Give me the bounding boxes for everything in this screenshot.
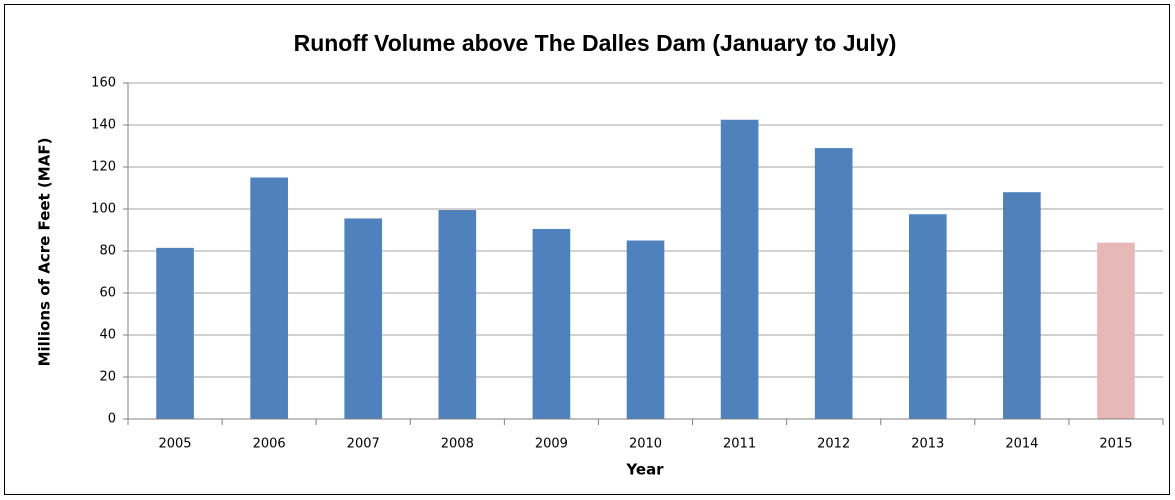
bar bbox=[250, 177, 288, 419]
y-tick-label: 160 bbox=[91, 76, 116, 91]
bar bbox=[720, 119, 759, 419]
x-tick-label: 2006 bbox=[253, 437, 286, 452]
y-axis-label: Millions of Acre Feet (MAF) bbox=[36, 138, 54, 367]
bar bbox=[814, 148, 853, 419]
x-tick-label: 2015 bbox=[1099, 437, 1132, 452]
y-tick-label: 80 bbox=[99, 244, 116, 259]
x-axis-label: Year bbox=[625, 461, 664, 479]
x-tick-label: 2012 bbox=[817, 437, 850, 452]
y-tick-label: 0 bbox=[108, 412, 116, 427]
bar bbox=[438, 210, 477, 419]
x-tick-label: 2011 bbox=[723, 437, 756, 452]
x-tick-label: 2008 bbox=[441, 437, 474, 452]
chart-border bbox=[4, 4, 1170, 495]
y-tick-label: 100 bbox=[91, 202, 116, 217]
bar bbox=[532, 228, 571, 419]
x-tick-label: 2007 bbox=[347, 437, 380, 452]
x-tick-label: 2005 bbox=[158, 437, 191, 452]
y-tick-label: 20 bbox=[99, 370, 116, 385]
y-tick-label: 120 bbox=[91, 160, 116, 175]
bar bbox=[1097, 242, 1135, 419]
bar bbox=[626, 240, 665, 419]
x-tick-label: 2010 bbox=[629, 437, 662, 452]
x-tick-label: 2009 bbox=[535, 437, 568, 452]
bar bbox=[1003, 192, 1041, 419]
bar bbox=[156, 247, 194, 419]
y-tick-label: 140 bbox=[91, 118, 116, 133]
y-tick-label: 40 bbox=[99, 328, 116, 343]
bar bbox=[908, 214, 947, 419]
chart-title: Runoff Volume above The Dalles Dam (Janu… bbox=[294, 30, 897, 56]
x-tick-label: 2014 bbox=[1005, 437, 1038, 452]
x-tick-label: 2013 bbox=[911, 437, 944, 452]
bar bbox=[344, 218, 383, 419]
y-tick-label: 60 bbox=[99, 286, 116, 301]
